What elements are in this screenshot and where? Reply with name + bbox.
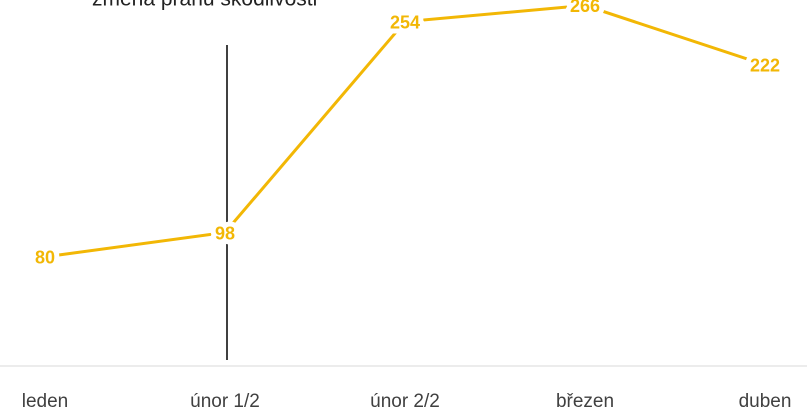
annotation: změna prahu škodlivosti: [92, 0, 317, 11]
data-label: 98: [215, 223, 235, 243]
data-label: 254: [390, 12, 420, 32]
data-label: 266: [570, 0, 600, 16]
x-tick-label: únor 2/2: [370, 391, 440, 412]
x-tick-label: leden: [22, 391, 69, 412]
data-label: 80: [35, 248, 55, 268]
x-tick-label: únor 1/2: [190, 391, 260, 412]
x-tick-label: březen: [556, 391, 614, 412]
x-tick-label: duben: [739, 391, 792, 412]
line: [44, 3, 766, 259]
data-label: 222: [750, 56, 780, 76]
